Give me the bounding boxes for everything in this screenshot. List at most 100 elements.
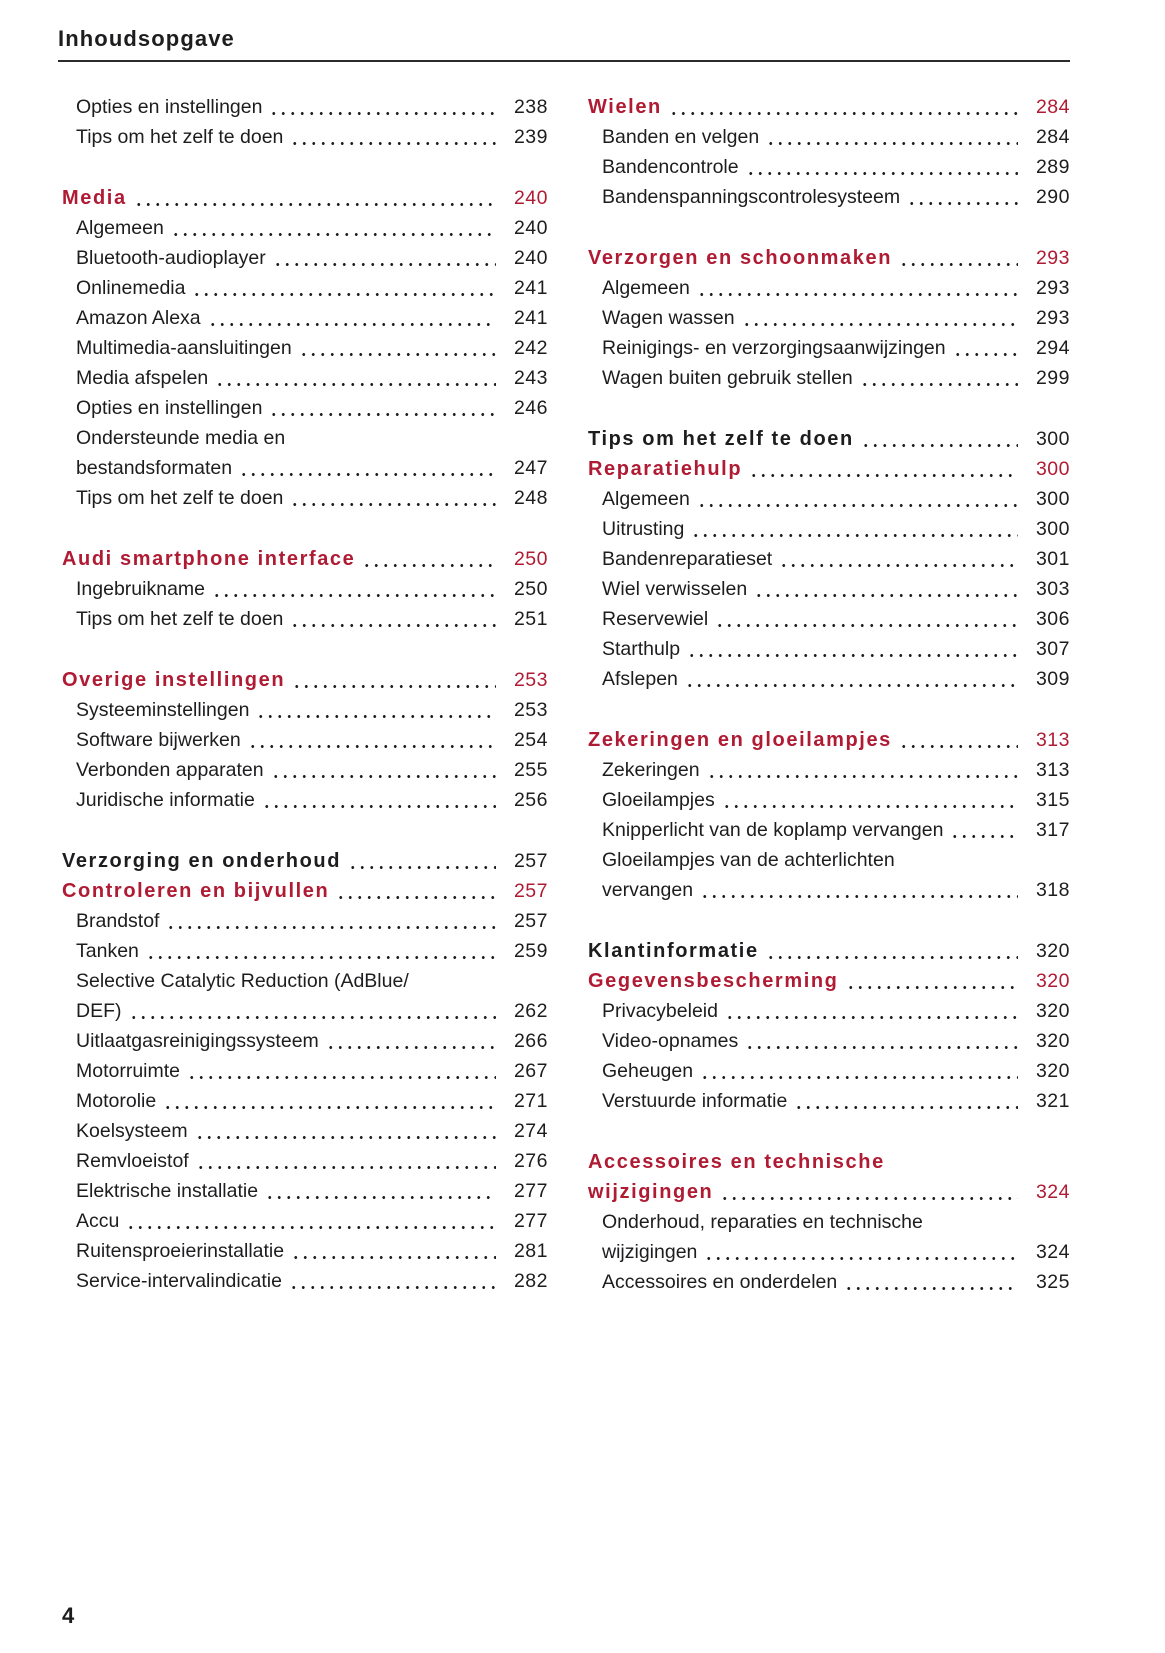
toc-entry-page: 277	[513, 1180, 548, 1202]
toc-entry-page: 257	[513, 880, 548, 902]
toc-entry: Ingebruikname 250	[62, 574, 548, 604]
toc-entry-page: 293	[1035, 277, 1070, 299]
toc-entry-page: 320	[1035, 1030, 1070, 1052]
toc-entry-label: Onlinemedia	[76, 277, 186, 299]
toc-entry: Ondersteunde media en	[62, 423, 548, 453]
toc-entry-label: Uitlaatgasreinigingssysteem	[76, 1030, 319, 1052]
toc-entry-page: 239	[513, 126, 548, 148]
toc-entry: Juridische informatie 256	[62, 785, 548, 815]
leader-dots	[215, 363, 496, 393]
toc-entry: Privacybeleid 320	[588, 996, 1070, 1026]
leader-dots	[290, 122, 496, 152]
leader-dots	[706, 755, 1018, 785]
toc-entry: Overige instellingen 253	[62, 665, 548, 695]
toc-entry: Zekeringen en gloeilampjes 313	[588, 725, 1070, 755]
toc-entry-page: 321	[1035, 1090, 1070, 1112]
toc-entry-page: 242	[513, 337, 548, 359]
toc-entry-page: 254	[513, 729, 548, 751]
leader-dots	[239, 453, 496, 483]
toc-entry-page: 303	[1035, 578, 1070, 600]
toc-entry-page: 240	[513, 217, 548, 239]
toc-entry-label: Wielen	[588, 96, 662, 118]
toc-entry-label: Afslepen	[602, 668, 678, 690]
leader-dots	[684, 664, 1018, 694]
toc-entry-page: 306	[1035, 608, 1070, 630]
toc-entry-page: 274	[513, 1120, 548, 1142]
toc-entry: Algemeen 300	[588, 484, 1070, 514]
toc-group: Verzorgen en schoonmaken 293 Algemeen 293 Wa…	[588, 243, 1070, 393]
toc-entry-page: 246	[513, 397, 548, 419]
toc-entry-label: Verzorging en onderhoud	[62, 850, 342, 872]
toc-entry-label: Tips om het zelf te doen	[76, 487, 284, 509]
toc-entry: Uitlaatgasreinigingssysteem 266	[62, 1026, 548, 1056]
leader-dots	[290, 604, 496, 634]
toc-entry: Verzorging en onderhoud 257	[62, 846, 548, 876]
leader-dots	[779, 544, 1018, 574]
toc-entry-page: 282	[513, 1270, 548, 1292]
toc-entry-page: 299	[1035, 367, 1070, 389]
toc-entry: Ruitensproeierinstallatie 281	[62, 1236, 548, 1266]
leader-dots	[745, 152, 1018, 182]
toc-entry: Onlinemedia 241	[62, 273, 548, 303]
toc-entry: Tanken 259	[62, 936, 548, 966]
toc-entry: Controleren en bijvullen 257	[62, 876, 548, 906]
toc-entry-page: 301	[1035, 548, 1070, 570]
toc-entry-page: 257	[513, 850, 548, 872]
toc-entry: Accessoires en technische	[588, 1147, 1070, 1177]
toc-entry-label: Systeeminstellingen	[76, 699, 250, 721]
leader-dots	[687, 634, 1018, 664]
toc-entry-page: 259	[513, 940, 548, 962]
toc-entry-label: Opties en instellingen	[76, 96, 263, 118]
toc-entry: Verzorgen en schoonmaken 293	[588, 243, 1070, 273]
toc-group: Wielen 284 Banden en velgen 284 Bandencontro…	[588, 92, 1070, 212]
toc-entry: Klantinformatie 320	[588, 936, 1070, 966]
toc-entry-label: DEF)	[76, 1000, 122, 1022]
toc-entry-label: Gloeilampjes	[602, 789, 715, 811]
toc-entry-label: Tanken	[76, 940, 139, 962]
toc-entry-page: 300	[1035, 458, 1070, 480]
toc-entry: DEF) 262	[62, 996, 548, 1026]
toc-entry-label: Remvloeistof	[76, 1150, 189, 1172]
toc-entry: Remvloeistof 276	[62, 1146, 548, 1176]
toc-entry: Zekeringen 313	[588, 755, 1070, 785]
toc-entry-label: Tips om het zelf te doen	[76, 126, 284, 148]
toc-entry-page: 276	[513, 1150, 548, 1172]
toc-entry-label: vervangen	[602, 879, 694, 901]
toc-group: Zekeringen en gloeilampjes 313 Zekeringen 3…	[588, 725, 1070, 905]
toc-entry-label: Geheugen	[602, 1060, 694, 1082]
toc-entry-label: Media afspelen	[76, 367, 209, 389]
toc-entry-page: 290	[1035, 186, 1070, 208]
leader-dots	[362, 544, 496, 574]
toc-entry-label: Algemeen	[602, 488, 690, 510]
toc-entry-label: Multimedia-aansluitingen	[76, 337, 292, 359]
toc-entry-page: 281	[513, 1240, 548, 1262]
toc-entry-label: Zekeringen	[602, 759, 700, 781]
toc-entry-page: 300	[1035, 428, 1070, 450]
toc-entry: Reservewiel 306	[588, 604, 1070, 634]
toc-entry: Koelsysteem 274	[62, 1116, 548, 1146]
toc-entry-page: 317	[1035, 819, 1070, 841]
toc-entry-label: Koelsysteem	[76, 1120, 188, 1142]
toc-entry-page: 255	[513, 759, 548, 781]
toc-entry-page: 240	[513, 247, 548, 269]
toc-entry-label: Amazon Alexa	[76, 307, 201, 329]
toc-columns: Opties en instellingen 238 Tips om het zel…	[62, 92, 1070, 1297]
toc-entry-label: Ingebruikname	[76, 578, 205, 600]
toc-entry: Afslepen 309	[588, 664, 1070, 694]
toc-entry: Gegevensbescherming 320	[588, 966, 1070, 996]
leader-dots	[691, 514, 1018, 544]
toc-entry: Starthulp 307	[588, 634, 1070, 664]
toc-entry-label: Wagen buiten gebruik stellen	[602, 367, 853, 389]
toc-entry-page: 293	[1035, 247, 1070, 269]
toc-entry-label: Verbonden apparaten	[76, 759, 264, 781]
toc-entry: Systeeminstellingen 253	[62, 695, 548, 725]
toc-entry-page: 238	[513, 96, 548, 118]
toc-entry-label: Juridische informatie	[76, 789, 255, 811]
toc-entry: Geheugen 320	[588, 1056, 1070, 1086]
toc-entry-label: Ruitensproeierinstallatie	[76, 1240, 285, 1262]
leader-dots	[844, 1267, 1018, 1297]
toc-entry-page: 250	[513, 578, 548, 600]
leader-dots	[195, 1146, 496, 1176]
toc-entry-label: Ondersteunde media en	[76, 427, 286, 449]
toc-entry-page: 313	[1035, 729, 1070, 751]
